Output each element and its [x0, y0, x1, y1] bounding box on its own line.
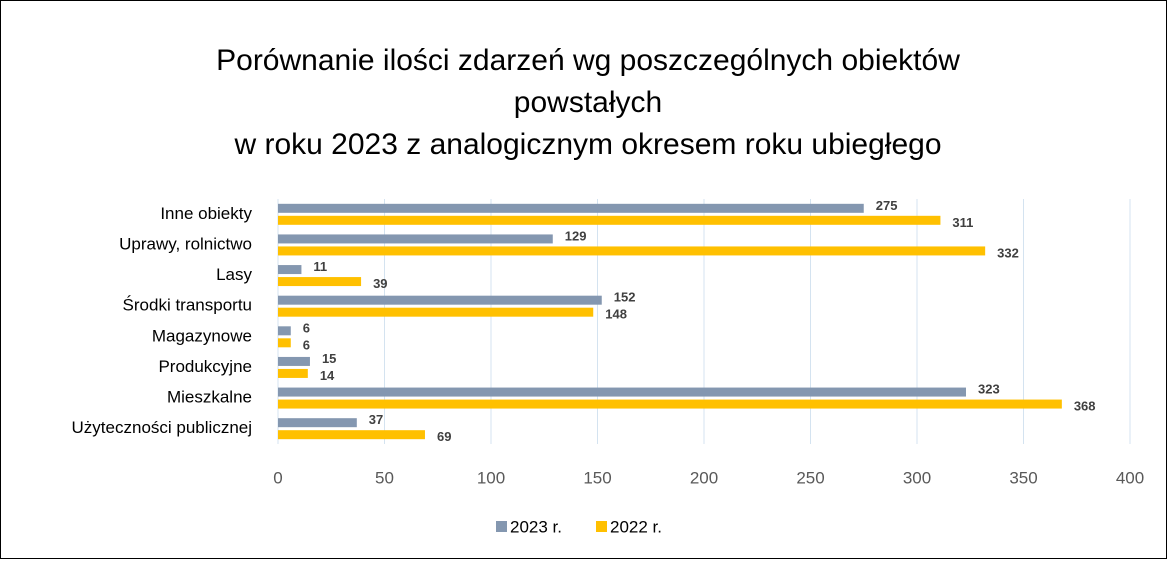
data-label: 6	[303, 320, 310, 335]
x-tick-label: 250	[796, 468, 824, 487]
y-tick-label: Lasy	[216, 265, 252, 284]
bar	[278, 307, 594, 317]
x-tick-label: 300	[903, 468, 931, 487]
data-label: 311	[952, 215, 973, 230]
bar	[278, 234, 553, 244]
y-tick-label: Produkcyjne	[158, 357, 252, 376]
data-label: 129	[565, 228, 587, 243]
x-tick-label: 200	[690, 468, 718, 487]
data-label: 275	[876, 198, 898, 213]
legend-swatch	[596, 521, 607, 532]
data-label: 368	[1074, 399, 1096, 414]
y-tick-label: Mieszkalne	[167, 388, 252, 407]
bar	[278, 368, 308, 378]
data-label: 69	[437, 429, 451, 444]
bar	[278, 338, 291, 348]
y-tick-label: Magazynowe	[152, 326, 252, 345]
x-tick-label: 0	[273, 468, 282, 487]
bar	[278, 246, 986, 256]
bar	[278, 277, 362, 287]
chart-title: Porównanie ilości zdarzeń wg poszczególn…	[216, 44, 960, 77]
bar	[278, 430, 425, 440]
y-tick-label: Środki transportu	[123, 296, 252, 315]
x-tick-label: 400	[1116, 468, 1144, 487]
data-label: 332	[997, 245, 1019, 260]
y-tick-label: Inne obiekty	[160, 204, 252, 223]
y-tick-label: Uprawy, rolnictwo	[119, 234, 252, 253]
data-label: 39	[373, 276, 387, 291]
x-tick-label: 350	[1009, 468, 1037, 487]
bar	[278, 399, 1062, 409]
data-label: 11	[313, 259, 327, 274]
data-label: 15	[322, 351, 336, 366]
bar	[278, 265, 302, 275]
bar	[278, 356, 310, 366]
bar	[278, 387, 966, 397]
x-tick-label: 50	[375, 468, 394, 487]
legend-label: 2023 r.	[510, 517, 562, 536]
data-label: 148	[605, 307, 627, 322]
data-label: 14	[320, 368, 335, 383]
legend-label: 2022 r.	[610, 517, 662, 536]
bar	[278, 418, 357, 428]
bar	[278, 295, 602, 305]
x-tick-label: 150	[583, 468, 611, 487]
y-tick-label: Użyteczności publicznej	[72, 418, 252, 437]
data-label: 323	[978, 382, 1000, 397]
chart-title: w roku 2023 z analogicznym okresem roku …	[233, 128, 941, 161]
bar	[278, 215, 941, 225]
data-label: 37	[369, 412, 383, 427]
data-label: 152	[614, 290, 636, 305]
bar	[278, 326, 291, 336]
x-tick-label: 100	[477, 468, 505, 487]
data-label: 6	[303, 337, 310, 352]
bar	[278, 203, 864, 213]
legend-swatch	[496, 521, 507, 532]
chart-title: powstałych	[514, 86, 662, 119]
